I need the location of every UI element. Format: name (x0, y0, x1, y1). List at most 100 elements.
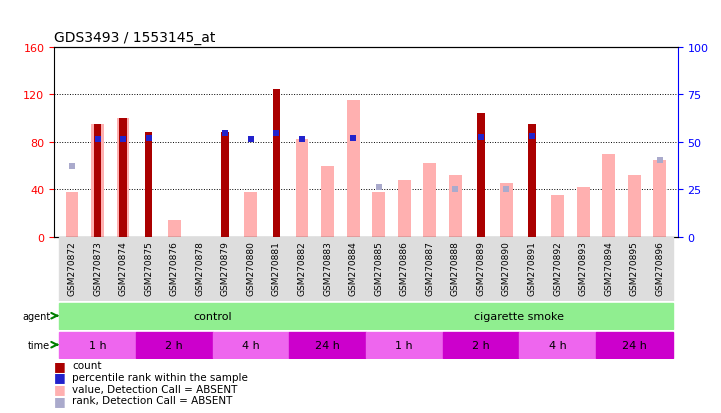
Text: ■: ■ (54, 382, 66, 395)
Bar (628, 176, 641, 237)
Bar (213, 237, 238, 301)
Text: GSM270883: GSM270883 (323, 241, 332, 295)
Bar (423, 164, 436, 237)
Bar (443, 237, 468, 301)
Text: GSM270879: GSM270879 (221, 241, 230, 295)
Bar (168, 221, 180, 237)
Bar (545, 237, 570, 301)
Text: GSM270875: GSM270875 (144, 241, 153, 295)
Bar (468, 237, 494, 301)
Bar (221, 133, 229, 237)
Text: time: time (28, 340, 50, 350)
Text: 1 h: 1 h (395, 340, 413, 350)
Bar (528, 125, 536, 237)
Text: ■: ■ (54, 359, 66, 372)
Bar (449, 176, 461, 237)
Bar (552, 196, 564, 237)
Text: GSM270876: GSM270876 (169, 241, 179, 295)
Text: 2 h: 2 h (165, 340, 183, 350)
Text: GSM270886: GSM270886 (399, 241, 409, 295)
Text: GSM270891: GSM270891 (528, 241, 536, 295)
Bar (500, 184, 513, 237)
Bar (477, 114, 485, 237)
Text: cigarette smoke: cigarette smoke (474, 311, 565, 321)
Bar (187, 237, 213, 301)
Bar (347, 101, 360, 237)
Bar (366, 303, 673, 329)
Bar (653, 160, 666, 237)
Bar (119, 119, 127, 237)
Bar (85, 237, 110, 301)
Bar (570, 237, 596, 301)
Text: 24 h: 24 h (315, 340, 340, 350)
Text: GSM270873: GSM270873 (93, 241, 102, 295)
Bar (443, 332, 519, 358)
Text: GSM270878: GSM270878 (195, 241, 204, 295)
Bar (66, 192, 79, 237)
Bar (398, 180, 411, 237)
Text: GSM270874: GSM270874 (118, 241, 128, 295)
Text: GSM270872: GSM270872 (68, 241, 76, 295)
Text: 4 h: 4 h (242, 340, 260, 350)
Text: value, Detection Call = ABSENT: value, Detection Call = ABSENT (72, 384, 237, 394)
Bar (602, 154, 615, 237)
Bar (94, 125, 102, 237)
Text: 1 h: 1 h (89, 340, 106, 350)
Bar (162, 237, 187, 301)
Text: GDS3493 / 1553145_at: GDS3493 / 1553145_at (54, 31, 216, 45)
Bar (59, 303, 366, 329)
Text: GSM270892: GSM270892 (553, 241, 562, 295)
Bar (136, 332, 213, 358)
Text: GSM270890: GSM270890 (502, 241, 511, 295)
Text: control: control (193, 311, 232, 321)
Bar (136, 237, 162, 301)
Text: GSM270884: GSM270884 (349, 241, 358, 295)
Bar (494, 237, 519, 301)
Bar (596, 332, 673, 358)
Text: rank, Detection Call = ABSENT: rank, Detection Call = ABSENT (72, 395, 232, 405)
Bar (519, 237, 545, 301)
Bar (340, 237, 366, 301)
Bar (392, 237, 417, 301)
Text: 24 h: 24 h (622, 340, 647, 350)
Bar (91, 125, 104, 237)
Bar (117, 119, 130, 237)
Bar (366, 237, 392, 301)
Text: GSM270881: GSM270881 (272, 241, 281, 295)
Bar (264, 237, 289, 301)
Text: GSM270894: GSM270894 (604, 241, 614, 295)
Text: 2 h: 2 h (472, 340, 490, 350)
Bar (372, 192, 385, 237)
Bar (647, 237, 673, 301)
Bar (577, 188, 590, 237)
Bar (519, 332, 596, 358)
Text: GSM270880: GSM270880 (247, 241, 255, 295)
Text: GSM270888: GSM270888 (451, 241, 460, 295)
Text: GSM270896: GSM270896 (655, 241, 664, 295)
Text: GSM270882: GSM270882 (298, 241, 306, 295)
Bar (273, 90, 280, 237)
Bar (289, 332, 366, 358)
Bar (596, 237, 622, 301)
Text: percentile rank within the sample: percentile rank within the sample (72, 372, 248, 382)
Bar (315, 237, 340, 301)
Bar (622, 237, 647, 301)
Bar (417, 237, 443, 301)
Text: GSM270893: GSM270893 (579, 241, 588, 295)
Bar (366, 332, 443, 358)
Text: agent: agent (22, 311, 50, 321)
Bar (296, 140, 309, 237)
Bar (59, 237, 85, 301)
Text: GSM270889: GSM270889 (477, 241, 485, 295)
Text: ■: ■ (54, 394, 66, 407)
Text: GSM270887: GSM270887 (425, 241, 434, 295)
Text: 4 h: 4 h (549, 340, 567, 350)
Bar (59, 332, 136, 358)
Bar (238, 237, 264, 301)
Text: GSM270895: GSM270895 (629, 241, 639, 295)
Bar (145, 133, 152, 237)
Text: GSM270885: GSM270885 (374, 241, 383, 295)
Text: ■: ■ (54, 370, 66, 384)
Bar (110, 237, 136, 301)
Bar (213, 332, 289, 358)
